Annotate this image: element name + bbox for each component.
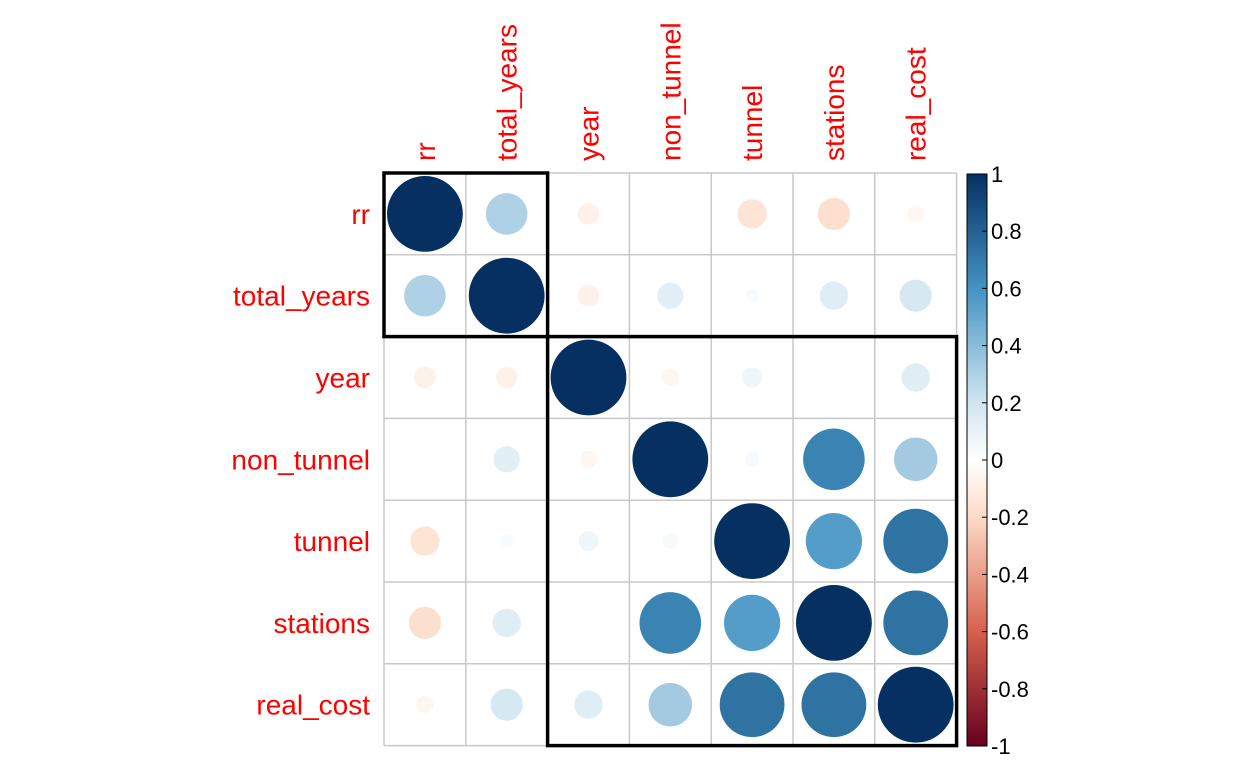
corr-circle-rr-rr [387, 176, 463, 252]
corr-circle-non_tunnel-total_years [493, 446, 520, 473]
corr-circle-year-rr [414, 366, 436, 389]
corr-circle-tunnel-total_years [500, 534, 514, 548]
corr-circle-non_tunnel-rr [421, 455, 429, 464]
corr-circle-tunnel-tunnel [714, 503, 790, 579]
corr-circle-total_years-year [577, 284, 600, 307]
column-label-year: year [574, 107, 605, 161]
column-label-tunnel: tunnel [737, 85, 768, 161]
corr-circle-non_tunnel-non_tunnel [632, 421, 709, 498]
corr-circle-year-year [550, 339, 627, 416]
row-label-total_years: total_years [233, 281, 370, 312]
colorbar-tick-label: -0.4 [991, 562, 1029, 587]
corr-circle-total_years-stations [819, 281, 849, 310]
column-label-total_years: total_years [492, 24, 523, 161]
corr-circle-stations-tunnel [723, 594, 781, 652]
corr-circle-non_tunnel-year [580, 450, 597, 468]
column-label-non_tunnel: non_tunnel [655, 22, 686, 161]
corr-circle-stations-non_tunnel [639, 592, 702, 654]
column-label-stations: stations [819, 65, 850, 162]
cluster-rectangles [382, 171, 959, 748]
corr-circle-total_years-tunnel [745, 289, 759, 303]
colorbar-tick-label: 0.8 [991, 219, 1022, 244]
corr-circle-real_cost-rr [416, 696, 434, 714]
row-label-real_cost: real_cost [256, 690, 370, 721]
colorbar-tick-label: 0 [991, 448, 1003, 473]
corr-circle-total_years-real_cost [899, 279, 932, 312]
corr-circle-tunnel-rr [410, 526, 440, 556]
colorbar-tick-label: 0.6 [991, 276, 1022, 301]
corr-circle-rr-year [577, 203, 600, 225]
colorbar-tick-label: -0.8 [991, 677, 1029, 702]
corr-circle-real_cost-non_tunnel [648, 682, 693, 727]
corr-circle-stations-rr [408, 606, 441, 639]
corr-circle-total_years-non_tunnel [657, 282, 684, 309]
corr-circle-year-non_tunnel [661, 369, 679, 386]
corr-circle-rr-tunnel [737, 199, 767, 229]
colorbar-tick-label: -0.2 [991, 505, 1029, 530]
corr-circle-real_cost-year [574, 690, 603, 719]
corr-circle-stations-stations [796, 585, 872, 661]
corr-circle-rr-total_years [485, 193, 528, 235]
corr-circle-rr-non_tunnel [666, 210, 675, 218]
corr-circle-tunnel-non_tunnel [662, 533, 678, 549]
row-label-stations: stations [274, 608, 371, 639]
corr-circle-stations-real_cost [883, 590, 949, 656]
row-label-rr: rr [351, 199, 370, 230]
cluster-rect [382, 171, 550, 339]
column-label-rr: rr [410, 142, 441, 161]
corr-circle-real_cost-stations [801, 672, 867, 738]
column-label-real_cost: real_cost [901, 47, 932, 161]
corr-circle-stations-total_years [492, 608, 521, 638]
corr-circle-year-real_cost [901, 363, 930, 392]
corr-circle-total_years-rr [404, 274, 446, 317]
corr-circle-non_tunnel-real_cost [893, 437, 938, 482]
colorbar: 1 0.8 0.6 0.4 0.2 0 -0.2 -0.4 -0.6 -0.8 -1 [966, 162, 1029, 759]
corr-circle-tunnel-stations [805, 512, 863, 570]
row-label-non_tunnel: non_tunnel [231, 444, 370, 475]
corr-circle-year-stations [830, 373, 838, 382]
colorbar-tick-label: 1 [991, 162, 1003, 187]
cluster-rect [545, 334, 959, 748]
correlation-circles [387, 176, 954, 743]
corr-circle-real_cost-tunnel [719, 672, 785, 738]
corr-circle-tunnel-year [578, 531, 599, 552]
corr-circle-total_years-total_years [468, 257, 545, 334]
corr-circle-year-tunnel [742, 367, 763, 388]
corr-circle-non_tunnel-tunnel [744, 451, 760, 467]
corr-circle-real_cost-real_cost [877, 666, 954, 743]
colorbar-tick-label: 0.2 [991, 391, 1022, 416]
corr-circle-year-total_years [495, 366, 518, 389]
row-label-tunnel: tunnel [294, 526, 370, 557]
corr-circle-tunnel-real_cost [883, 508, 949, 574]
colorbar-tick-label: 0.4 [991, 334, 1022, 359]
corr-circle-real_cost-total_years [490, 688, 523, 721]
row-label-year: year [316, 363, 370, 394]
corr-circle-rr-stations [817, 197, 850, 230]
colorbar-tick-label: -1 [991, 734, 1011, 759]
corr-circle-stations-year [584, 619, 593, 627]
colorbar-tick-label: -0.6 [991, 620, 1029, 645]
corr-circle-non_tunnel-stations [803, 428, 865, 491]
corr-circle-rr-real_cost [907, 205, 925, 223]
